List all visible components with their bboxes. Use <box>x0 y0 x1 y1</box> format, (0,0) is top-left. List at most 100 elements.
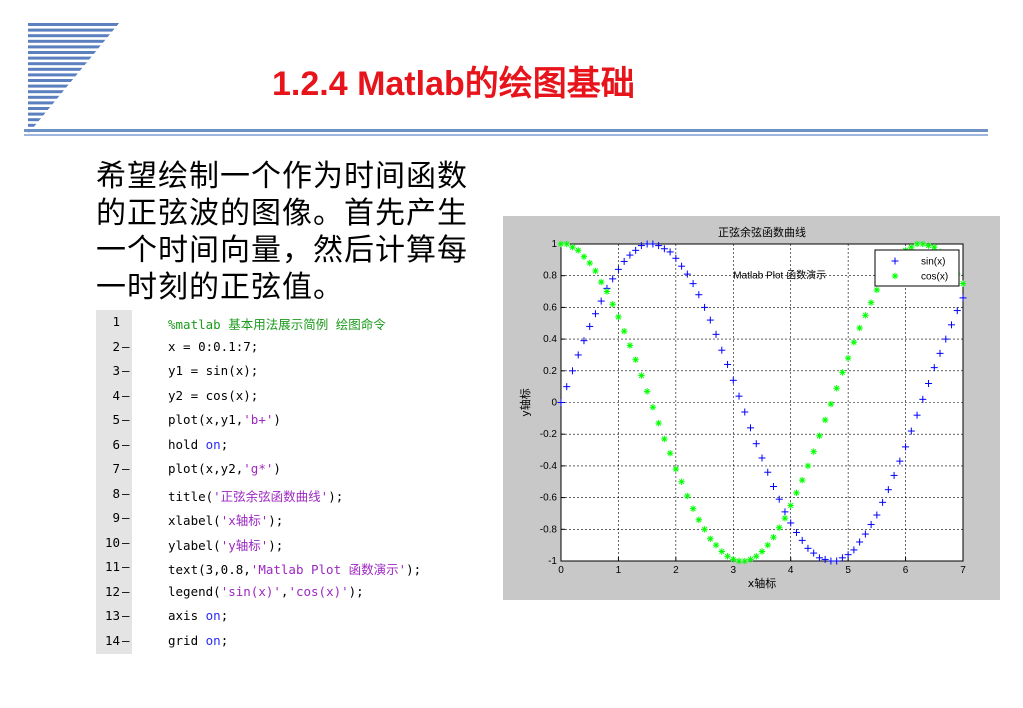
breakpoint-marker: – <box>122 485 130 501</box>
cos-marker <box>892 273 898 279</box>
y-tick-label: -0.6 <box>540 493 558 504</box>
cos-marker <box>621 328 627 334</box>
cos-marker <box>816 433 823 439</box>
code-line: 13– axis on; <box>96 604 496 629</box>
cos-marker <box>862 312 869 318</box>
cos-marker <box>730 556 736 563</box>
code-line: 2– x = 0:0.1:7; <box>96 335 496 360</box>
code-line: 6– hold on; <box>96 433 496 458</box>
cos-marker <box>960 280 966 287</box>
cos-marker <box>925 242 932 249</box>
code-text: %matlab 基本用法展示简例 绘图命令 <box>168 317 386 332</box>
code-text: text(3,0.8,'Matlab Plot 函数演示'); <box>168 562 422 577</box>
code-line: 14– grid on; <box>96 629 496 654</box>
cos-marker <box>638 372 645 379</box>
cos-marker <box>610 301 616 307</box>
line-number: 1 <box>112 314 120 329</box>
cos-marker <box>673 466 679 472</box>
cos-marker <box>914 241 920 247</box>
code-editor: 1 %matlab 基本用法展示简例 绘图命令 2– x = 0:0.1:7; 3– y1… <box>96 310 496 654</box>
line-number: 4 <box>112 387 120 403</box>
matlab-figure: 0 1 2 3 4 5 6 7 -1 -0.8 -0.6 -0.4 -0.2 0 0.2 0.4 0.6 0.8 1… <box>503 216 1000 600</box>
cos-marker <box>627 342 633 349</box>
cos-marker <box>776 525 782 531</box>
cos-marker <box>569 244 576 250</box>
cos-marker <box>805 463 811 469</box>
y-tick-label: 0.6 <box>543 302 557 313</box>
code-line: 10– ylabel('y轴标'); <box>96 531 496 556</box>
code-text: y2 = cos(x); <box>168 387 259 403</box>
code-line: 11– text(3,0.8,'Matlab Plot 函数演示'); <box>96 555 496 580</box>
cos-marker <box>759 548 765 555</box>
legend-label: sin(x) <box>921 257 945 268</box>
cos-marker <box>604 288 610 295</box>
breakpoint-marker: – <box>122 632 130 648</box>
code-line: 7– plot(x,y2,'g*') <box>96 457 496 482</box>
cos-marker <box>874 287 880 293</box>
cos-marker <box>558 241 564 247</box>
code-text: x = 0:0.1:7; <box>168 338 259 354</box>
cos-marker <box>793 490 800 496</box>
cos-marker <box>661 436 668 442</box>
cos-marker <box>707 536 713 542</box>
code-text: xlabel('x轴标'); <box>168 513 284 528</box>
x-tick-label: 1 <box>616 565 622 576</box>
breakpoint-marker: – <box>122 608 130 623</box>
cos-marker <box>822 417 828 423</box>
cos-marker <box>856 325 863 331</box>
line-number: 2 <box>112 338 120 354</box>
cos-marker <box>747 556 754 563</box>
cos-marker <box>713 542 719 548</box>
cos-marker <box>908 244 914 250</box>
cos-marker <box>868 299 874 306</box>
cos-marker <box>724 553 731 559</box>
cos-marker <box>799 477 805 483</box>
slide-title: 1.2.4 Matlab的绘图基础 <box>272 65 635 103</box>
line-number: 7 <box>112 461 120 476</box>
cos-marker <box>644 388 650 395</box>
cos-marker <box>845 355 851 361</box>
breakpoint-marker: – <box>122 510 130 525</box>
code-line: 12– legend('sin(x)','cos(x)'); <box>96 580 496 605</box>
line-number: 11 <box>104 559 120 574</box>
line-number: 8 <box>112 485 120 501</box>
cos-marker <box>684 493 690 499</box>
x-tick-label: 0 <box>558 565 564 576</box>
code-text: axis on; <box>168 608 229 623</box>
x-tick-label: 6 <box>903 565 909 576</box>
code-text: hold on; <box>168 436 229 452</box>
cos-marker <box>592 268 599 274</box>
x-tick-label: 5 <box>845 565 851 576</box>
y-tick-label: 0.8 <box>543 271 557 282</box>
y-tick-label: -0.4 <box>540 461 558 472</box>
chart-svg: 0 1 2 3 4 5 6 7 -1 -0.8 -0.6 -0.4 -0.2 0 0.2 0.4 0.6 0.8 1… <box>518 225 967 590</box>
cos-marker <box>587 260 593 266</box>
cos-marker <box>678 479 685 485</box>
cos-marker <box>788 502 794 509</box>
line-number: 3 <box>112 363 120 378</box>
cos-marker <box>719 548 725 555</box>
code-line: 1 %matlab 基本用法展示简例 绘图命令 <box>96 310 496 335</box>
title-divider <box>24 129 988 138</box>
code-text: y1 = sin(x); <box>168 363 259 378</box>
cos-marker <box>920 241 926 247</box>
cos-marker <box>655 420 662 426</box>
cos-marker <box>736 558 742 564</box>
line-number: 6 <box>112 436 120 452</box>
breakpoint-marker: – <box>122 461 130 476</box>
code-text: plot(x,y1,'b+') <box>168 412 281 427</box>
logo-stripes <box>28 23 120 133</box>
cos-marker <box>575 247 581 253</box>
annotation-text: Matlab Plot 函数演示 <box>733 269 826 282</box>
cos-marker <box>931 244 937 250</box>
cos-marker <box>753 553 759 559</box>
cos-marker <box>770 534 777 540</box>
code-line: 5– plot(x,y1,'b+') <box>96 408 496 433</box>
breakpoint-marker: – <box>122 534 130 550</box>
cos-marker <box>834 385 840 391</box>
y-tick-label: 1 <box>551 239 557 250</box>
cos-marker <box>581 254 587 260</box>
y-tick-label: 0.4 <box>543 334 557 345</box>
cos-marker <box>765 542 771 548</box>
line-number: 14 <box>104 632 120 648</box>
